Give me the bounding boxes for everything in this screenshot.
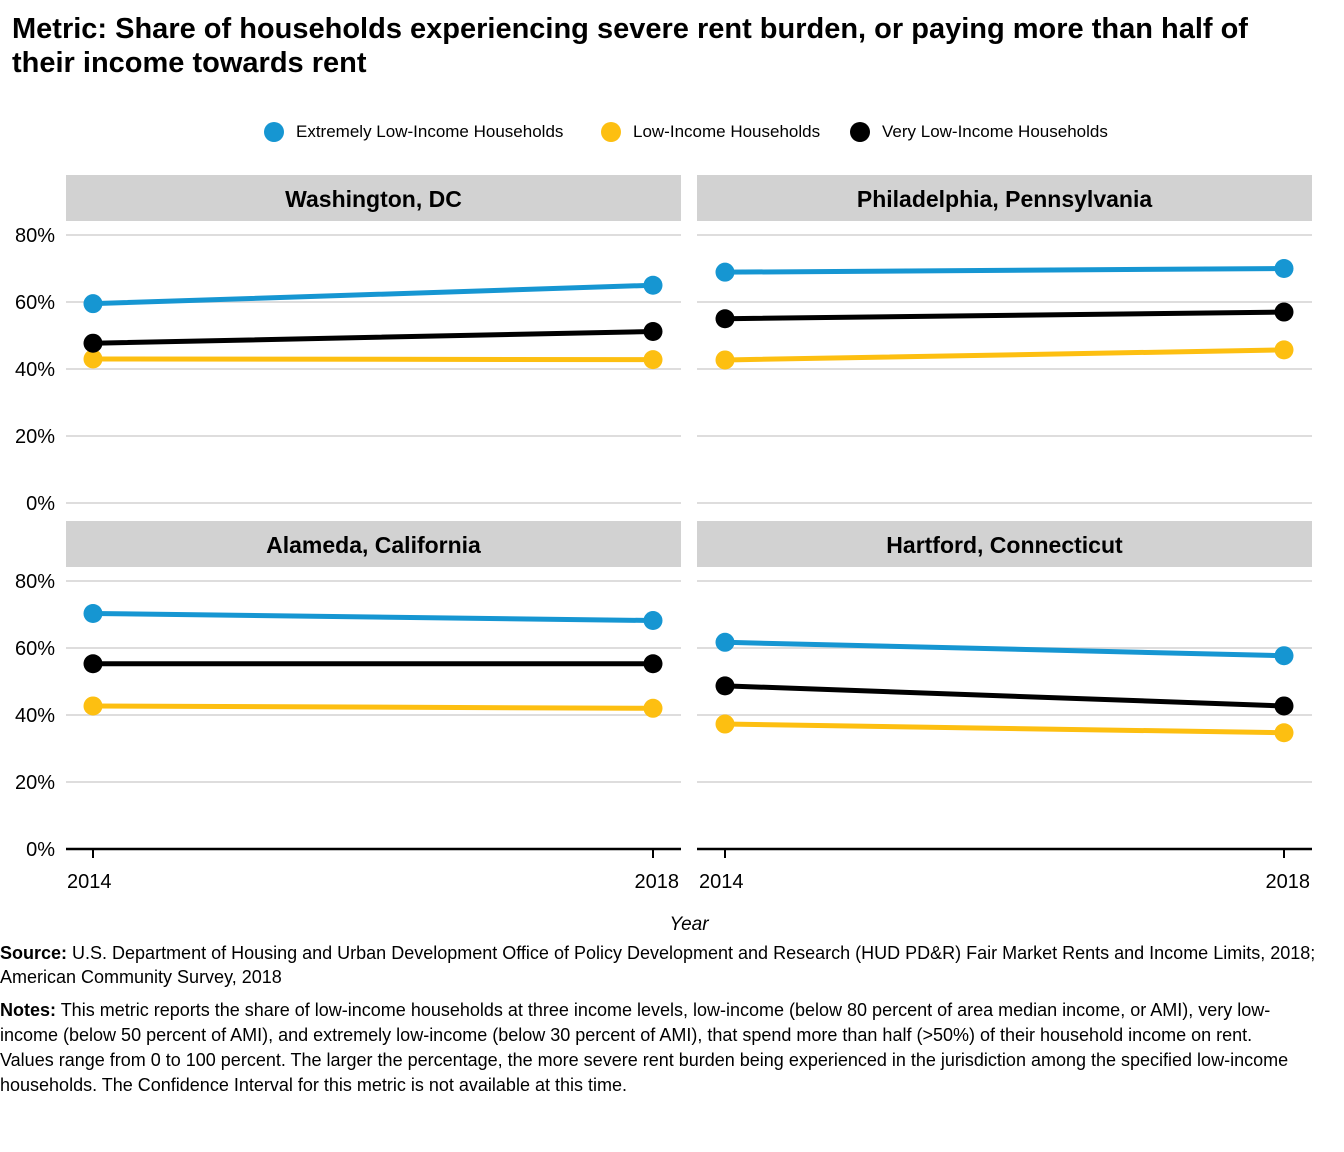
panel-title: Philadelphia, Pennsylvania [857,186,1152,212]
data-point [715,714,735,734]
x-tick-label: 2018 [635,871,680,893]
faceted-line-chart: Washington, DC 0% 20% 40% 60% 80% Philadelphia… [15,175,1312,935]
y-tick-label: 80% [15,225,55,247]
notes-text: This metric reports the share of low-inc… [0,1000,1289,1095]
legend-label: Very Low-Income Households [882,122,1108,141]
series-line [722,721,1287,736]
notes-note: Notes: This metric reports the share of … [0,998,1290,1098]
data-point [643,698,663,718]
y-tick-label: 40% [15,359,55,381]
series-line [90,282,656,307]
panel-title: Hartford, Connecticut [886,532,1123,558]
data-point [1274,723,1294,743]
legend-label: Extremely Low-Income Households [296,122,564,141]
y-tick-label: 40% [15,705,55,727]
source-text: U.S. Department of Housing and Urban Dev… [0,943,1316,987]
series-line [90,703,656,711]
y-tick-label: 80% [15,571,55,593]
data-point [643,654,663,674]
data-point [643,275,663,295]
y-tick-label: 20% [15,426,55,448]
y-tick-label: 60% [15,292,55,314]
legend-swatch [850,122,870,142]
y-tick-label: 60% [15,638,55,660]
source-note: Source: U.S. Department of Housing and U… [0,941,1330,989]
series-line [90,356,656,363]
source-lead: Source: [0,943,68,963]
panel-strip [66,175,681,221]
notes-lead: Notes: [0,1000,57,1020]
x-axis-title: Year [669,914,709,935]
data-point [715,262,735,282]
legend-item-very-low-income: Very Low-Income Households [850,118,1108,146]
series-line [722,639,1287,659]
y-tick-label: 0% [26,493,55,515]
panel-strip [697,175,1312,221]
series-line [90,328,656,346]
legend-swatch [601,122,621,142]
panel-title: Alameda, California [266,532,481,558]
legend-item-low-income: Low-Income Households [601,118,820,146]
data-point [83,349,103,369]
series-line [722,266,1287,275]
data-point [83,654,103,674]
data-point [83,294,103,314]
data-point [83,333,103,353]
series-line [722,683,1287,709]
y-tick-label: 0% [26,839,55,861]
data-point [715,309,735,329]
x-tick-label: 2014 [67,871,112,893]
data-point [643,350,663,370]
data-point [643,321,663,341]
series-line [722,347,1287,363]
panel-strip [697,521,1312,567]
data-point [1274,259,1294,278]
data-point [1274,302,1294,322]
x-tick-label: 2014 [699,871,744,893]
legend-item-extremely-low-income: Extremely Low-Income Households [264,118,563,146]
legend: Extremely Low-Income Households Low-Inco… [0,118,1344,146]
series-line [90,610,656,624]
chart-title: Metric: Share of households experiencing… [12,13,1248,79]
legend-label: Low-Income Households [633,122,821,141]
data-point [715,350,735,370]
series-line [722,309,1287,322]
data-point [715,632,735,652]
data-point [715,676,735,696]
x-tick-label: 2018 [1266,871,1311,893]
data-point [1274,340,1294,360]
data-point [83,696,103,716]
panel-strip [66,521,681,567]
data-point [83,603,103,623]
panel-title: Washington, DC [285,186,462,212]
y-tick-label: 20% [15,772,55,794]
data-point [1274,696,1294,716]
data-point [643,611,663,631]
data-point [1274,646,1294,666]
legend-swatch [264,122,284,142]
